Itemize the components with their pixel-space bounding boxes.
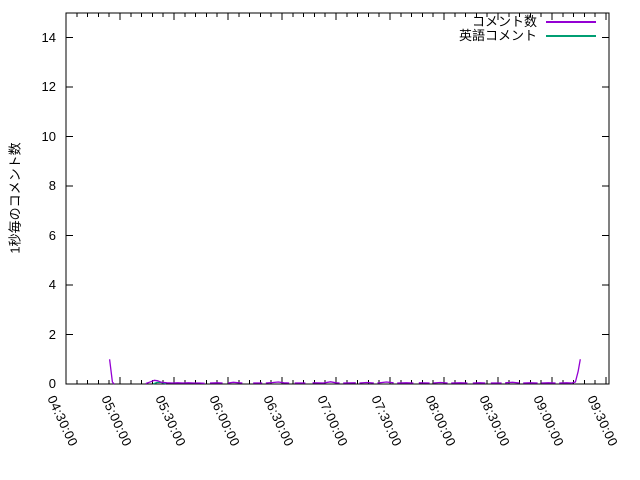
series-line-0: [505, 381, 520, 384]
legend-label: コメント数: [471, 14, 537, 29]
axis-ticks: [65, 13, 609, 385]
series-line-0: [265, 381, 290, 384]
y-tick-label: 12: [41, 79, 56, 95]
y-tick-label: 14: [41, 29, 56, 45]
series-line-0: [377, 381, 394, 384]
series-line-0: [433, 381, 448, 384]
series-line-0: [108, 359, 115, 385]
y-tick-label: 6: [48, 227, 56, 243]
series-line-0: [312, 381, 340, 384]
y-tick-label: 10: [41, 128, 56, 144]
series-line-0: [571, 359, 581, 384]
y-tick-label: 0: [48, 376, 56, 391]
legend-line-sample: [546, 21, 596, 23]
legend-line-sample: [546, 35, 596, 37]
y-tick-label: 8: [48, 178, 56, 194]
legend: コメント数 英語コメント: [459, 15, 596, 43]
series-line-0: [227, 381, 243, 384]
series-line-0: [359, 381, 374, 384]
y-tick-label: 2: [48, 326, 56, 342]
plot-border: [65, 12, 610, 385]
series-line-0: [145, 379, 205, 385]
legend-item: 英語コメント: [459, 29, 596, 43]
legend-item: コメント数: [459, 15, 596, 29]
y-tick-label: 4: [48, 277, 56, 293]
legend-label: 英語コメント: [458, 28, 537, 43]
